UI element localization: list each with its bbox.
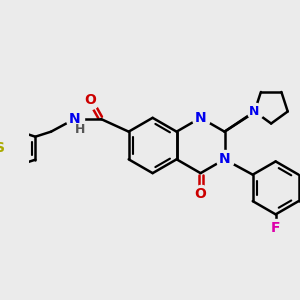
Text: N: N xyxy=(249,105,260,118)
Text: N: N xyxy=(195,111,206,125)
Text: N: N xyxy=(219,152,230,166)
Text: O: O xyxy=(195,187,206,201)
Text: F: F xyxy=(271,221,281,235)
Text: H: H xyxy=(75,123,85,136)
Text: O: O xyxy=(85,93,96,107)
Text: N: N xyxy=(69,112,80,126)
Text: S: S xyxy=(0,141,5,155)
